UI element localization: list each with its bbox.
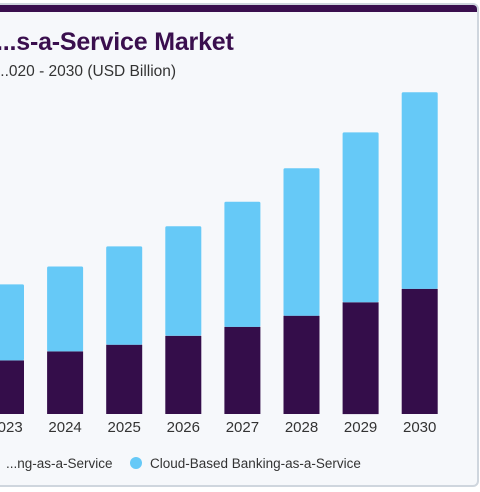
chart-subtitle: ...020 - 2030 (USD Billion) (0, 63, 177, 80)
bar-2025-series-0 (106, 344, 143, 414)
bar-2028-series-1 (283, 168, 320, 316)
bar-2030-series-0 (401, 288, 438, 414)
chart-title: ...s-a-Service Market (0, 28, 234, 56)
bar-2028-series-0 (283, 315, 320, 414)
x-tick-2027: 2027 (226, 419, 259, 436)
bar-2029-series-1 (342, 132, 379, 303)
legend: ...ng-as-a-Service Cloud-Based Banking-a… (6, 456, 361, 471)
legend-swatch-cloud (130, 457, 142, 469)
legend-label-on-premise: ...ng-as-a-Service (6, 456, 113, 471)
bar-2027-series-1 (224, 201, 261, 327)
bar-2030-series-1 (401, 92, 438, 289)
x-ticks-layer: 2023 2024 2025 2026 2027 2028 2029 2030 (0, 419, 436, 436)
bar-2023-series-1 (0, 284, 24, 361)
bar-2026-series-1 (165, 226, 202, 336)
bars-layer (0, 92, 438, 415)
x-tick-2030: 2030 (403, 419, 436, 436)
x-tick-2028: 2028 (285, 419, 318, 436)
bar-2029-series-0 (342, 302, 379, 415)
bar-2025-series-1 (106, 246, 143, 345)
x-tick-2025: 2025 (108, 419, 141, 436)
bar-2024-series-0 (47, 351, 84, 414)
x-tick-2029: 2029 (344, 419, 377, 436)
bar-2027-series-0 (224, 326, 261, 414)
bar-2024-series-1 (47, 266, 84, 352)
bar-2026-series-0 (165, 335, 202, 414)
bar-2023-series-0 (0, 360, 24, 414)
x-tick-2023: 2023 (0, 419, 23, 436)
legend-label-cloud: Cloud-Based Banking-as-a-Service (150, 456, 361, 471)
x-tick-2026: 2026 (167, 419, 200, 436)
header-bar (0, 5, 477, 12)
x-tick-2024: 2024 (48, 419, 81, 436)
